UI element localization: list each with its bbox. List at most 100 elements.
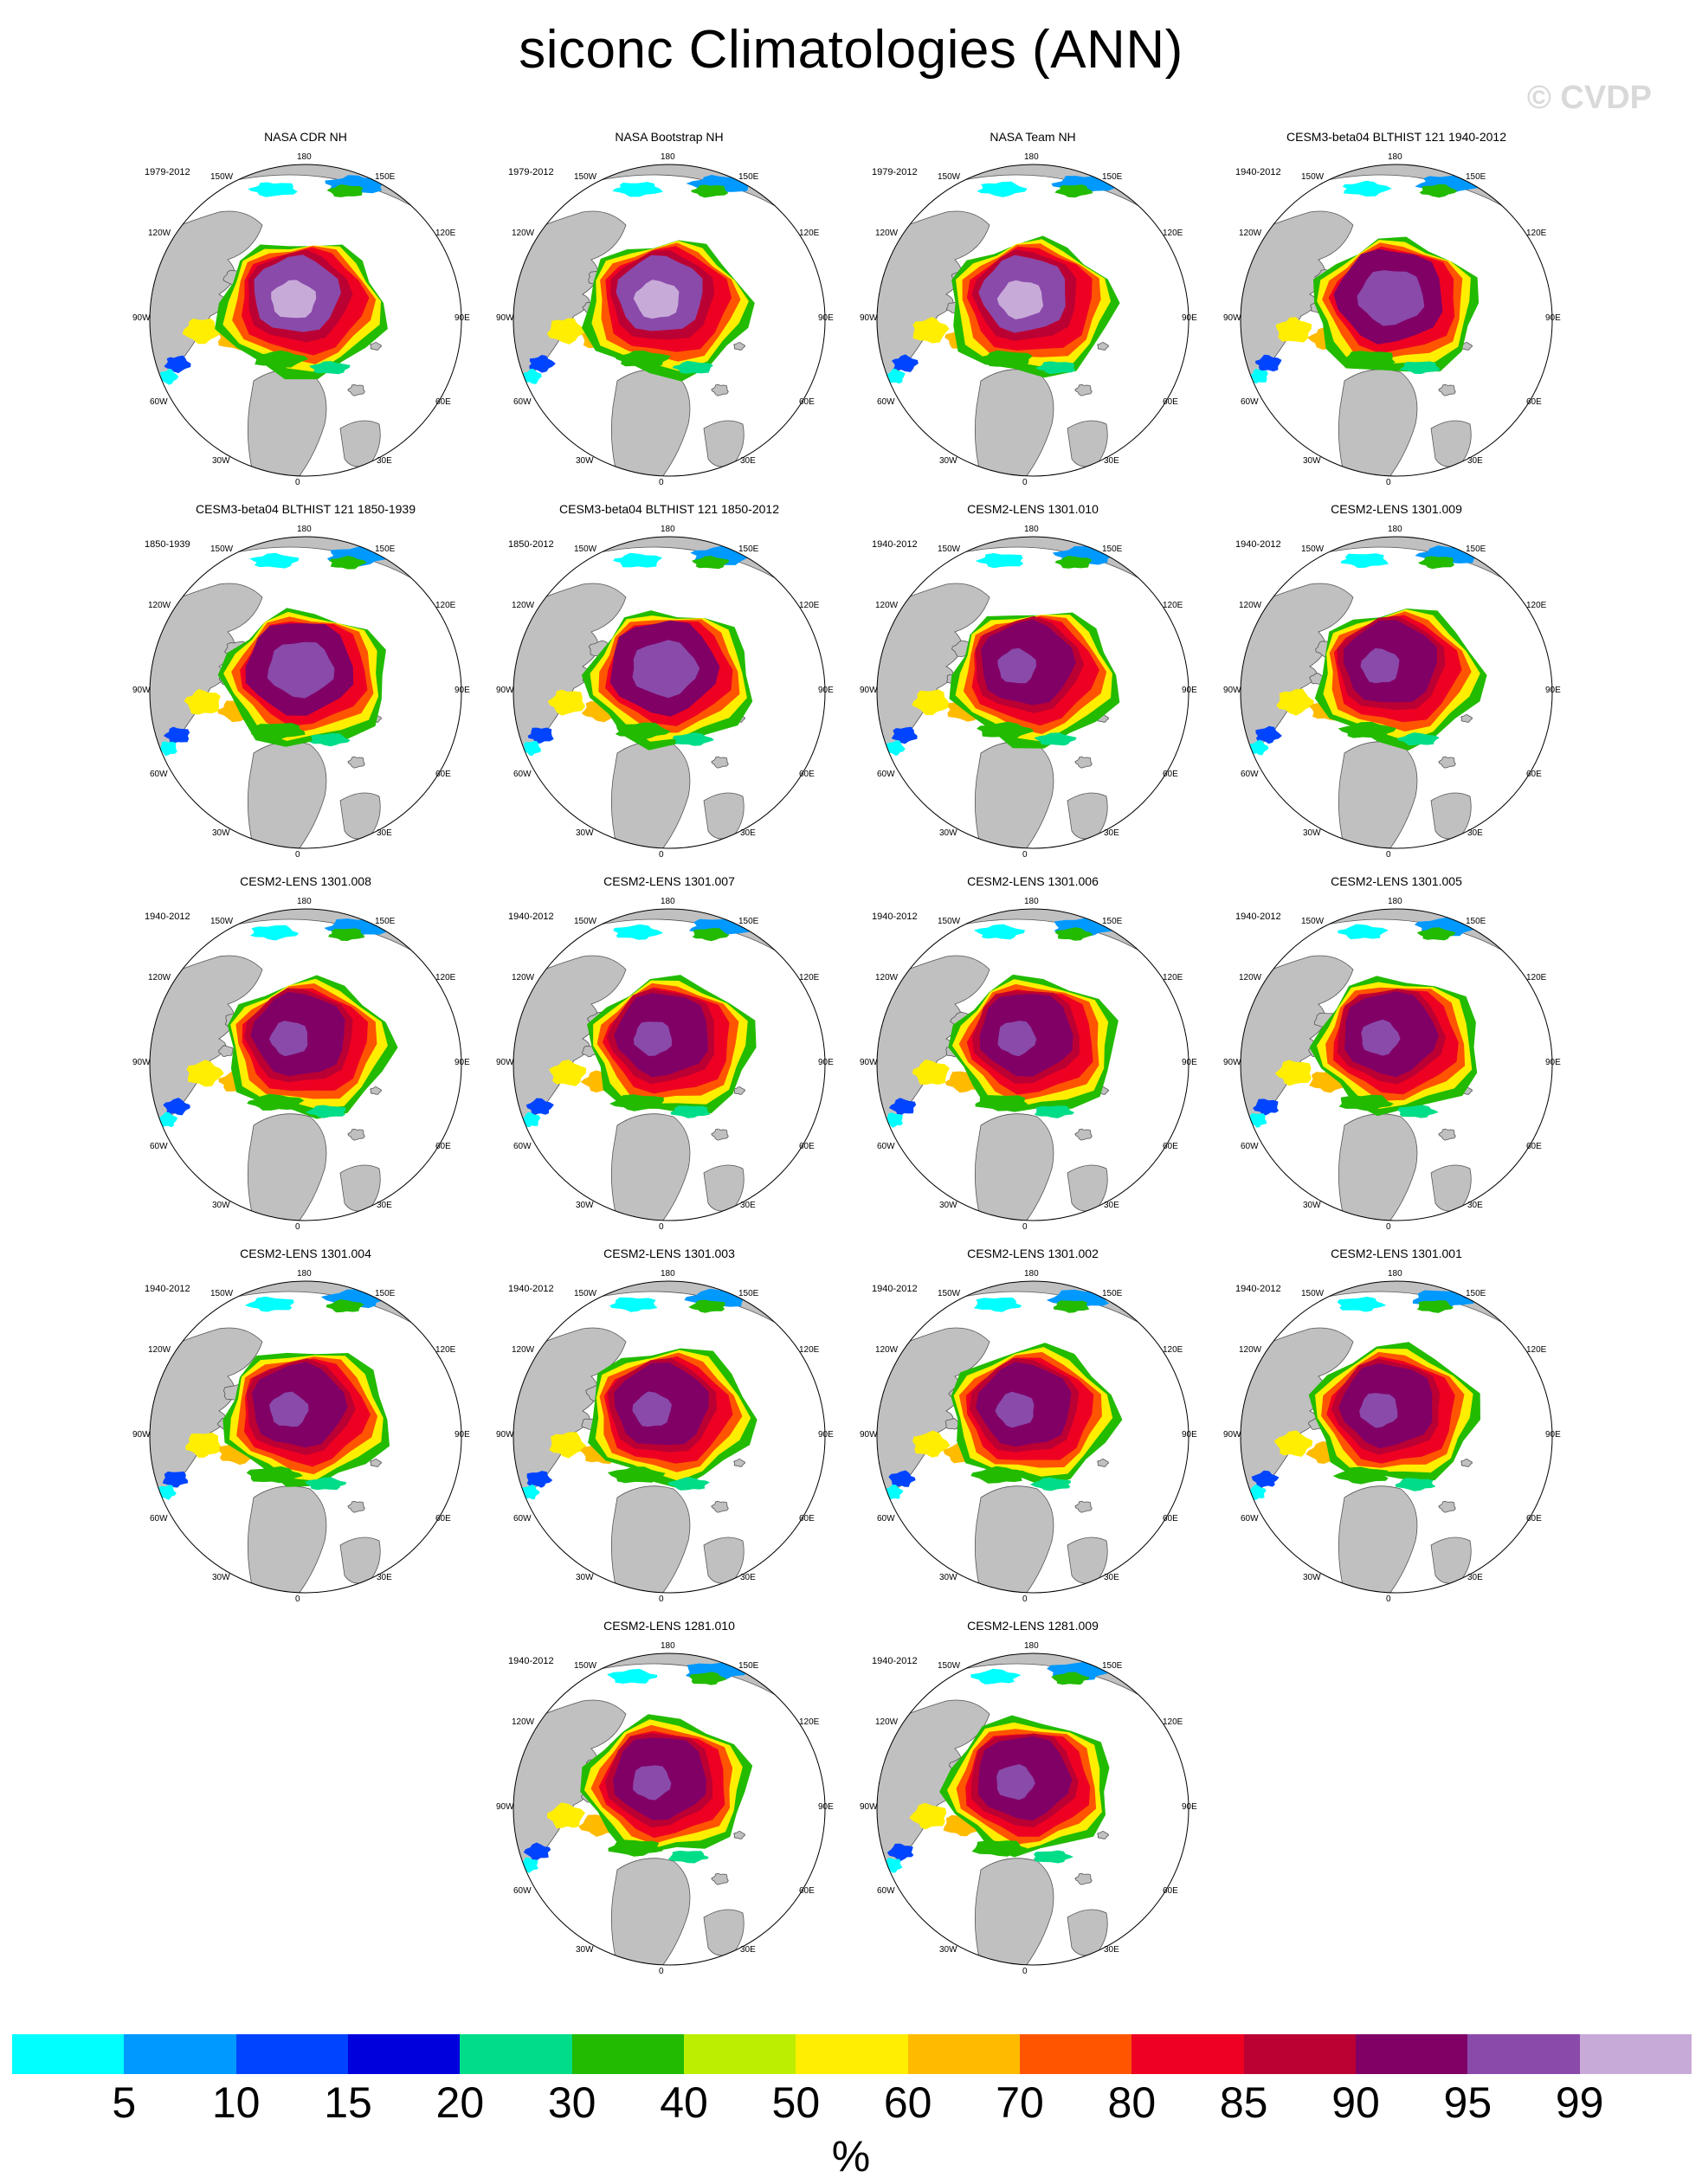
longitude-label: 90W [496, 313, 514, 323]
longitude-label: 180 [661, 1269, 675, 1279]
panel-title: NASA Bootstrap NH [615, 130, 724, 144]
longitude-label: 30W [1303, 456, 1321, 466]
colorbar-tick-label: 40 [660, 2078, 708, 2127]
panel-title: CESM2-LENS 1301.005 [1331, 874, 1462, 888]
colorbar-swatch [1243, 2034, 1357, 2074]
longitude-label: 90W [132, 1058, 151, 1067]
longitude-label: 150E [738, 172, 759, 182]
colorbar-tick-label: 85 [1219, 2078, 1268, 2127]
longitude-label: 30E [1467, 828, 1483, 838]
colorbar-swatch [571, 2034, 685, 2074]
colorbar-swatch [1467, 2034, 1581, 2074]
longitude-label: 60E [799, 1142, 815, 1151]
longitude-label: 90W [496, 1802, 514, 1812]
longitude-label: 90E [455, 313, 470, 323]
longitude-label: 90E [1545, 686, 1561, 695]
longitude-label: 180 [1388, 525, 1402, 534]
longitude-label: 120E [435, 229, 456, 238]
longitude-label: 60E [435, 397, 451, 407]
longitude-label: 180 [1024, 1269, 1039, 1279]
polar-map [149, 536, 462, 849]
longitude-label: 120E [799, 1717, 820, 1727]
longitude-label: 90E [1182, 1430, 1197, 1440]
longitude-label: 60E [799, 1514, 815, 1524]
longitude-label: 60E [1526, 770, 1542, 779]
colorbar-tick-label: 80 [1107, 2078, 1157, 2127]
panel-title: CESM2-LENS 1301.003 [603, 1247, 735, 1260]
longitude-label: 90E [1182, 1058, 1197, 1067]
longitude-label: 120W [512, 229, 535, 238]
longitude-label: 90W [860, 1430, 878, 1440]
colorbar-tick-label: 60 [883, 2078, 932, 2127]
polar-map [513, 1280, 826, 1594]
longitude-label: 150W [1301, 917, 1325, 926]
longitude-label: 30E [1104, 1945, 1119, 1955]
panel-title: CESM2-LENS 1301.008 [240, 874, 371, 888]
longitude-label: 120W [1239, 229, 1262, 238]
colorbar-swatch [684, 2034, 796, 2074]
longitude-label: 90E [1182, 313, 1197, 323]
longitude-label: 60W [877, 770, 895, 779]
longitude-label: 90W [860, 1802, 878, 1812]
longitude-label: 60E [1163, 1142, 1178, 1151]
longitude-label: 150W [1301, 172, 1325, 182]
longitude-label: 120E [799, 1345, 820, 1355]
longitude-label: 60E [799, 397, 815, 407]
longitude-label: 60W [513, 1514, 532, 1524]
longitude-label: 180 [297, 897, 312, 906]
longitude-label: 120E [435, 973, 456, 982]
longitude-label: 150W [574, 1661, 597, 1671]
longitude-label: 90E [455, 686, 470, 695]
longitude-label: 60E [1163, 397, 1178, 407]
longitude-label: 60E [1526, 1514, 1542, 1524]
longitude-label: 120E [799, 973, 820, 982]
colorbar-tick-label: 99 [1555, 2078, 1604, 2127]
longitude-label: 150W [574, 544, 597, 554]
longitude-label: 30W [576, 828, 594, 838]
longitude-label: 30E [377, 1573, 392, 1582]
panel-period: 1979-2012 [145, 167, 190, 177]
polar-map [876, 1652, 1189, 1966]
longitude-label: 120W [148, 601, 171, 610]
panel-title: NASA Team NH [990, 130, 1076, 144]
longitude-label: 180 [297, 152, 312, 162]
map-panel: CESM2-LENS 1301.009 1940-2012 180 150E 120E 9… [1215, 502, 1578, 874]
panel-period: 1940-2012 [872, 539, 918, 550]
colorbar-tick-label: 70 [996, 2078, 1044, 2127]
longitude-label: 30E [1104, 456, 1119, 466]
longitude-label: 90W [860, 1058, 878, 1067]
polar-map [149, 908, 462, 1221]
longitude-label: 90E [818, 1058, 834, 1067]
colorbar-swatch [1356, 2034, 1468, 2074]
panel-period: 1940-2012 [145, 1284, 190, 1294]
panel-period: 1940-2012 [508, 912, 554, 922]
longitude-label: 60W [513, 770, 532, 779]
longitude-label: 120E [1163, 973, 1183, 982]
longitude-label: 0 [295, 850, 300, 860]
longitude-label: 0 [1022, 1967, 1028, 1976]
longitude-label: 180 [661, 1641, 675, 1651]
longitude-label: 60E [1526, 1142, 1542, 1151]
longitude-label: 30E [1467, 1573, 1483, 1582]
longitude-label: 120W [1239, 601, 1262, 610]
longitude-label: 90E [1545, 1058, 1561, 1067]
longitude-label: 90W [860, 313, 878, 323]
map-panel: CESM2-LENS 1301.006 1940-2012 180 150E 120E 9… [851, 874, 1215, 1247]
longitude-label: 60E [435, 770, 451, 779]
panel-period: 1850-1939 [145, 539, 190, 550]
longitude-label: 120W [148, 973, 171, 982]
longitude-label: 150E [375, 544, 396, 554]
longitude-label: 90E [818, 1430, 834, 1440]
longitude-label: 0 [659, 478, 664, 487]
map-panel: CESM3-beta04 BLTHIST 121 1850-1939 1850-1… [124, 502, 487, 874]
longitude-label: 90W [132, 313, 151, 323]
longitude-label: 120W [875, 601, 899, 610]
map-panel: CESM2-LENS 1301.001 1940-2012 180 150E 120E 9… [1215, 1247, 1578, 1619]
longitude-label: 0 [659, 1967, 664, 1976]
longitude-label: 30W [576, 1945, 594, 1955]
panel-title: CESM3-beta04 BLTHIST 121 1850-1939 [196, 502, 416, 516]
longitude-label: 180 [297, 1269, 312, 1279]
longitude-label: 150E [738, 544, 759, 554]
longitude-label: 0 [659, 850, 664, 860]
polar-map [1240, 1280, 1553, 1594]
